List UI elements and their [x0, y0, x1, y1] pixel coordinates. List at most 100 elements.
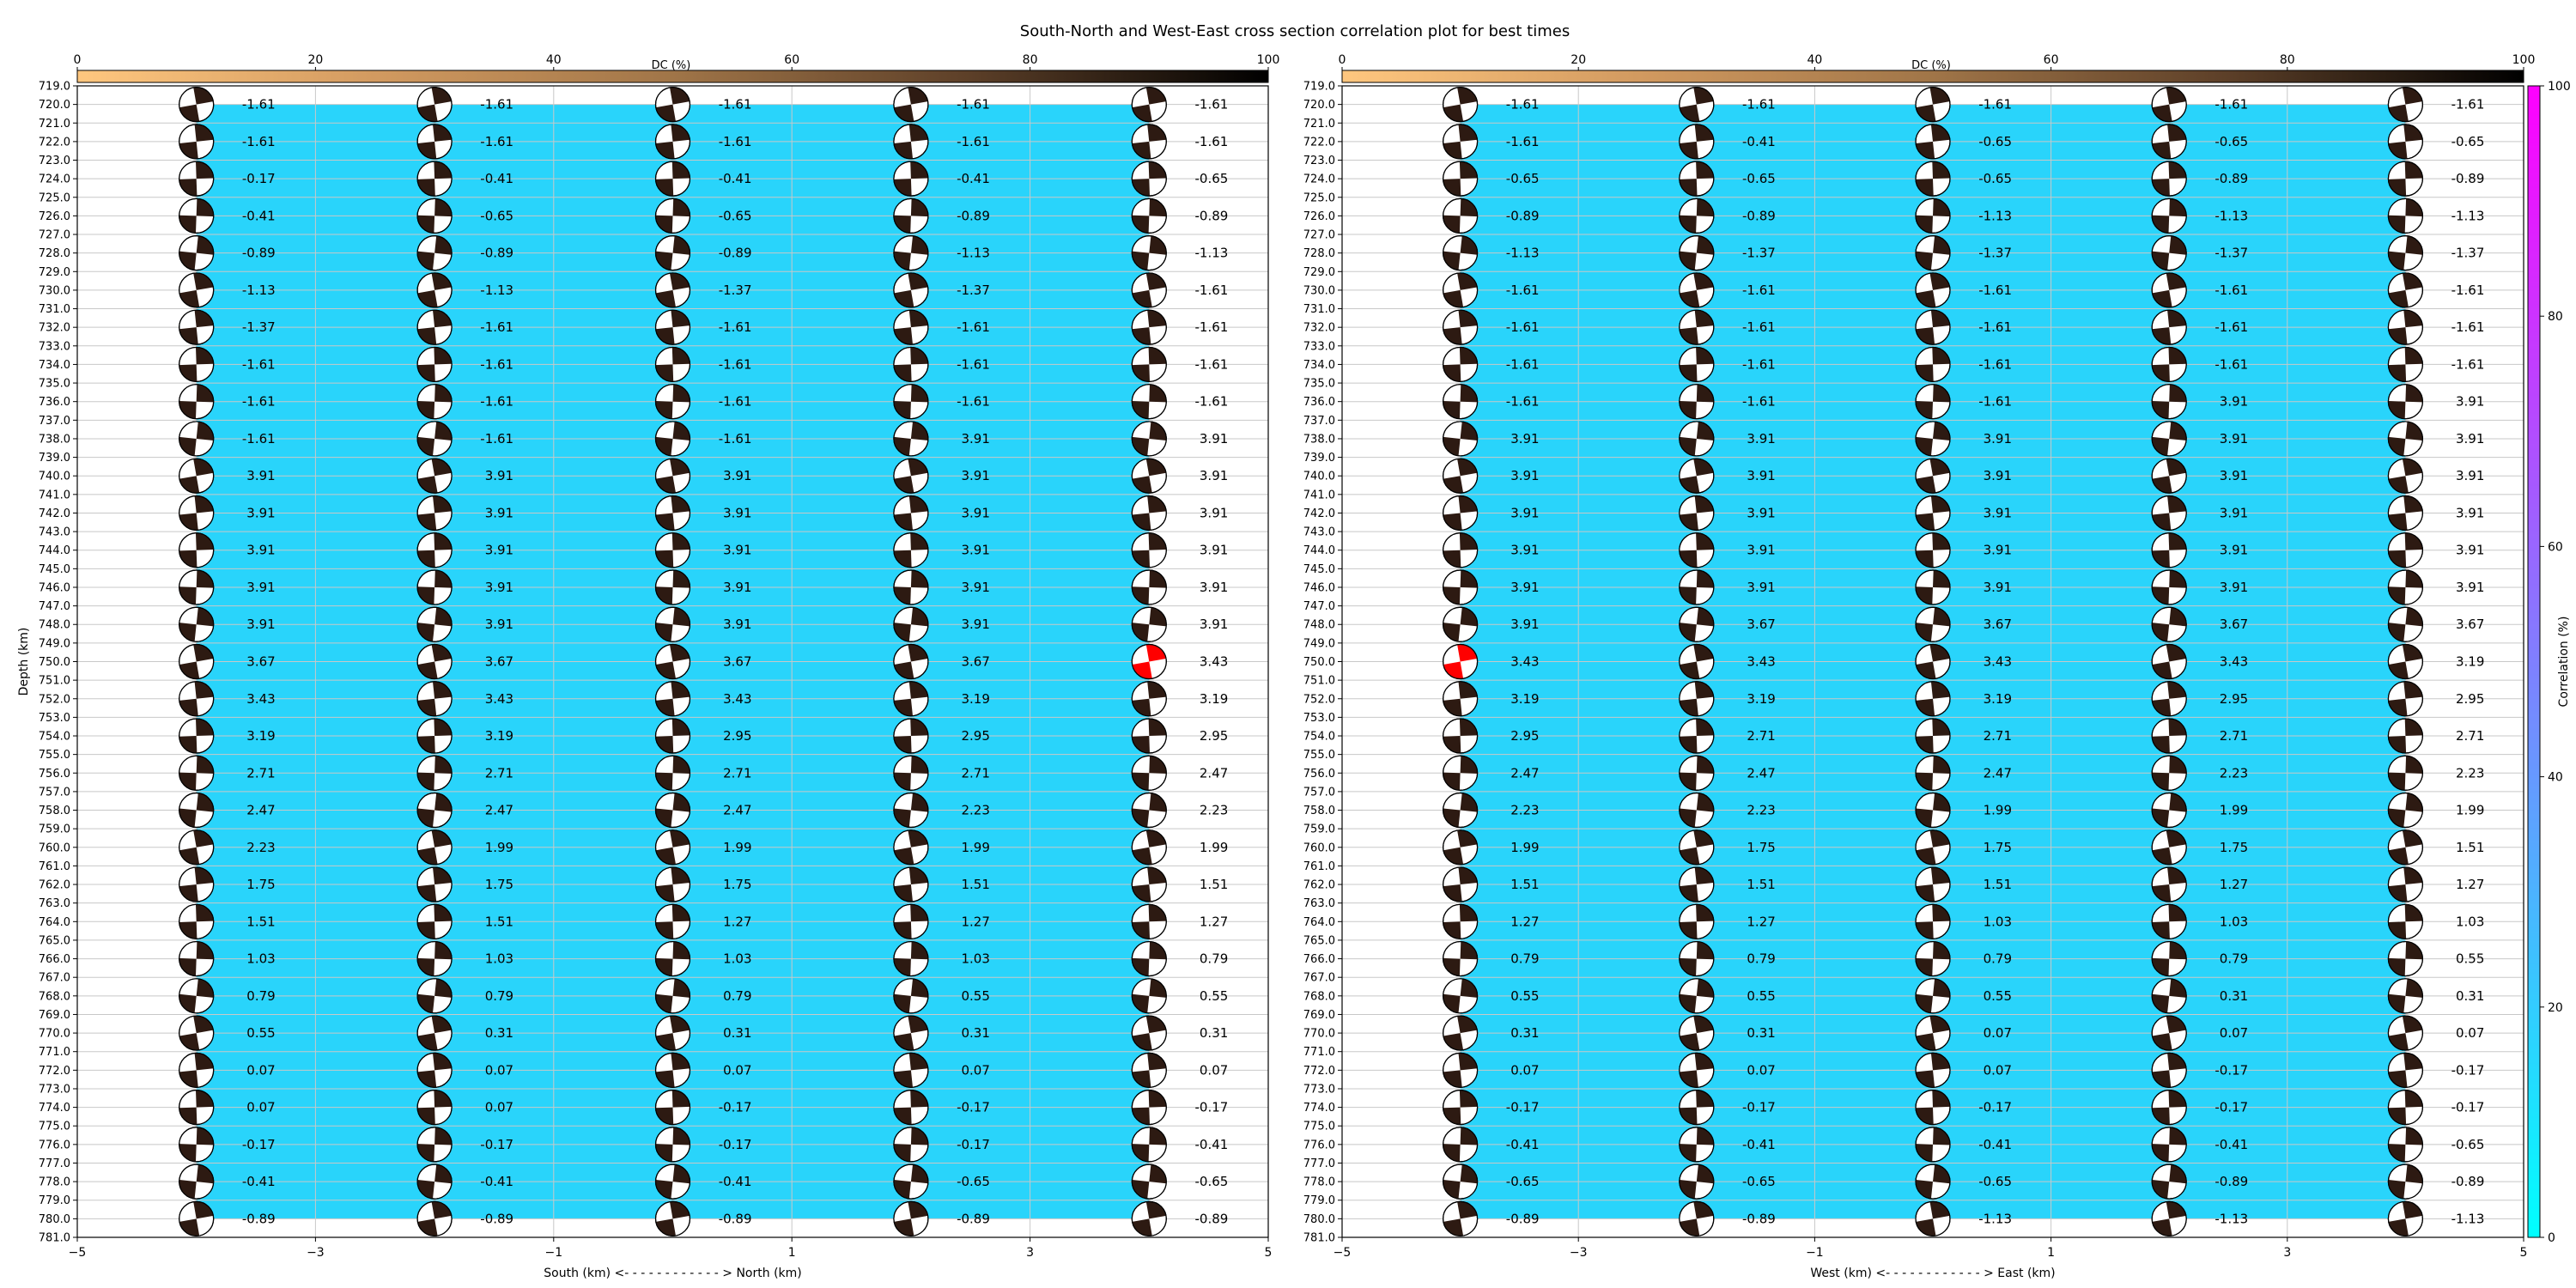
beachball — [1915, 866, 1951, 902]
beachball-quadrant — [1460, 235, 1478, 255]
beachball-quadrant — [196, 941, 214, 960]
beachball-rim — [2151, 718, 2187, 754]
dc-value-label: -0.65 — [2451, 134, 2485, 149]
beachball — [893, 569, 929, 605]
beachball — [1679, 197, 1715, 234]
beachball-quadrant — [1916, 327, 1935, 345]
beachball-rim — [1679, 1127, 1715, 1163]
beachball — [2387, 272, 2423, 308]
dc-value-label: 2.23 — [1510, 803, 1539, 818]
beachball-rim — [2151, 1163, 2187, 1200]
beachball-quadrant — [1916, 179, 1934, 197]
beachball — [416, 829, 453, 866]
dc-value-label: -1.61 — [2451, 319, 2485, 335]
beachball-rim — [1442, 940, 1479, 977]
beachball — [2151, 1127, 2187, 1163]
x-tick-label: −1 — [1806, 1246, 1824, 1260]
beachball-quadrant — [1916, 586, 1933, 605]
beachball — [416, 643, 453, 680]
beachball-quadrant — [434, 904, 453, 922]
beachball-quadrant — [1443, 141, 1462, 159]
beachball-quadrant — [2388, 251, 2406, 270]
beachball-quadrant — [417, 141, 437, 159]
beachball-quadrant — [671, 495, 690, 513]
beachball-quadrant — [910, 235, 928, 255]
dc-value-label: -1.61 — [1194, 283, 1228, 298]
dc-value-label: 0.55 — [961, 988, 989, 1004]
beachball — [893, 161, 929, 197]
beachball-quadrant — [434, 941, 453, 960]
beachball-quadrant — [1132, 736, 1150, 754]
dc-value-label: 3.19 — [246, 728, 275, 744]
beachball-rim — [1679, 1163, 1715, 1200]
beachball — [2387, 1200, 2423, 1236]
beachball-quadrant — [1457, 459, 1478, 477]
beachball — [1679, 829, 1715, 866]
beachball-rim — [2387, 569, 2423, 605]
beachball-rim — [1131, 866, 1167, 902]
correlation-tick-label: 20 — [2548, 1001, 2563, 1015]
beachball-rim — [416, 866, 453, 902]
beachball-rim — [893, 458, 929, 494]
dc-value-label: 1.75 — [246, 877, 275, 892]
beachball-quadrant — [2405, 198, 2423, 217]
y-tick-label: 734.0 — [1303, 359, 1335, 372]
y-tick-label: 761.0 — [1303, 860, 1335, 873]
dc-value-label: -0.17 — [957, 1100, 990, 1115]
beachball-rim — [179, 124, 215, 160]
dc-value-label: 2.47 — [1984, 765, 2012, 781]
beachball-rim — [1679, 495, 1715, 532]
beachball — [2151, 1015, 2187, 1051]
beachball-rim — [1131, 643, 1167, 680]
beachball — [1131, 606, 1167, 642]
dc-value-label: -1.61 — [1506, 319, 1540, 335]
beachball-rim — [416, 569, 453, 605]
beachball — [654, 532, 691, 568]
y-tick-label: 730.0 — [1303, 284, 1335, 297]
beachball-rim — [654, 792, 691, 829]
dc-tick-label: 100 — [1257, 53, 1280, 67]
beachball-quadrant — [1916, 808, 1933, 828]
beachball-rim — [1679, 532, 1715, 568]
beachball-rim — [1679, 792, 1715, 829]
beachball-rim — [654, 681, 691, 717]
beachball-quadrant — [1930, 1053, 1950, 1071]
dc-value-label: -1.61 — [719, 394, 752, 410]
beachball-quadrant — [1457, 1201, 1478, 1219]
beachball-quadrant — [196, 607, 214, 627]
beachball-quadrant — [2152, 698, 2172, 716]
beachball-rim — [1679, 87, 1715, 123]
beachball-rim — [416, 755, 453, 791]
dc-tick-label: 40 — [546, 53, 562, 67]
y-tick-label: 729.0 — [1303, 266, 1335, 279]
beachball — [893, 1052, 929, 1088]
beachball-quadrant — [1460, 422, 1478, 441]
beachball-quadrant — [417, 215, 435, 234]
beachball-quadrant — [1443, 847, 1464, 865]
beachball-rim — [2151, 309, 2187, 345]
beachball-quadrant — [2167, 681, 2187, 699]
beachball-quadrant — [671, 347, 690, 365]
beachball — [1442, 235, 1479, 271]
beachball-quadrant — [2402, 87, 2423, 105]
beachball-rim — [416, 1089, 453, 1126]
beachball-quadrant — [431, 272, 452, 290]
beachball-quadrant — [2152, 1033, 2172, 1051]
beachball-quadrant — [2166, 1016, 2186, 1034]
beachball-quadrant — [179, 215, 197, 234]
dc-value-label: 0.07 — [485, 1100, 513, 1115]
dc-value-label: 0.07 — [1984, 1062, 2012, 1078]
beachball — [1442, 1052, 1479, 1088]
dc-value-label: 2.71 — [2456, 728, 2484, 744]
beachball — [416, 866, 453, 902]
dc-value-label: 1.99 — [2456, 803, 2484, 818]
dc-value-label: 3.91 — [2456, 580, 2484, 595]
beachball-quadrant — [672, 756, 690, 774]
dc-value-label: 3.91 — [2220, 431, 2248, 447]
beachball-rim — [1442, 569, 1479, 605]
dc-value-label: -1.61 — [480, 319, 513, 335]
beachball-quadrant — [1932, 347, 1950, 365]
beachball-quadrant — [2388, 808, 2406, 828]
dc-value-label: 1.27 — [1510, 914, 1539, 929]
beachball-rim — [1915, 458, 1951, 494]
